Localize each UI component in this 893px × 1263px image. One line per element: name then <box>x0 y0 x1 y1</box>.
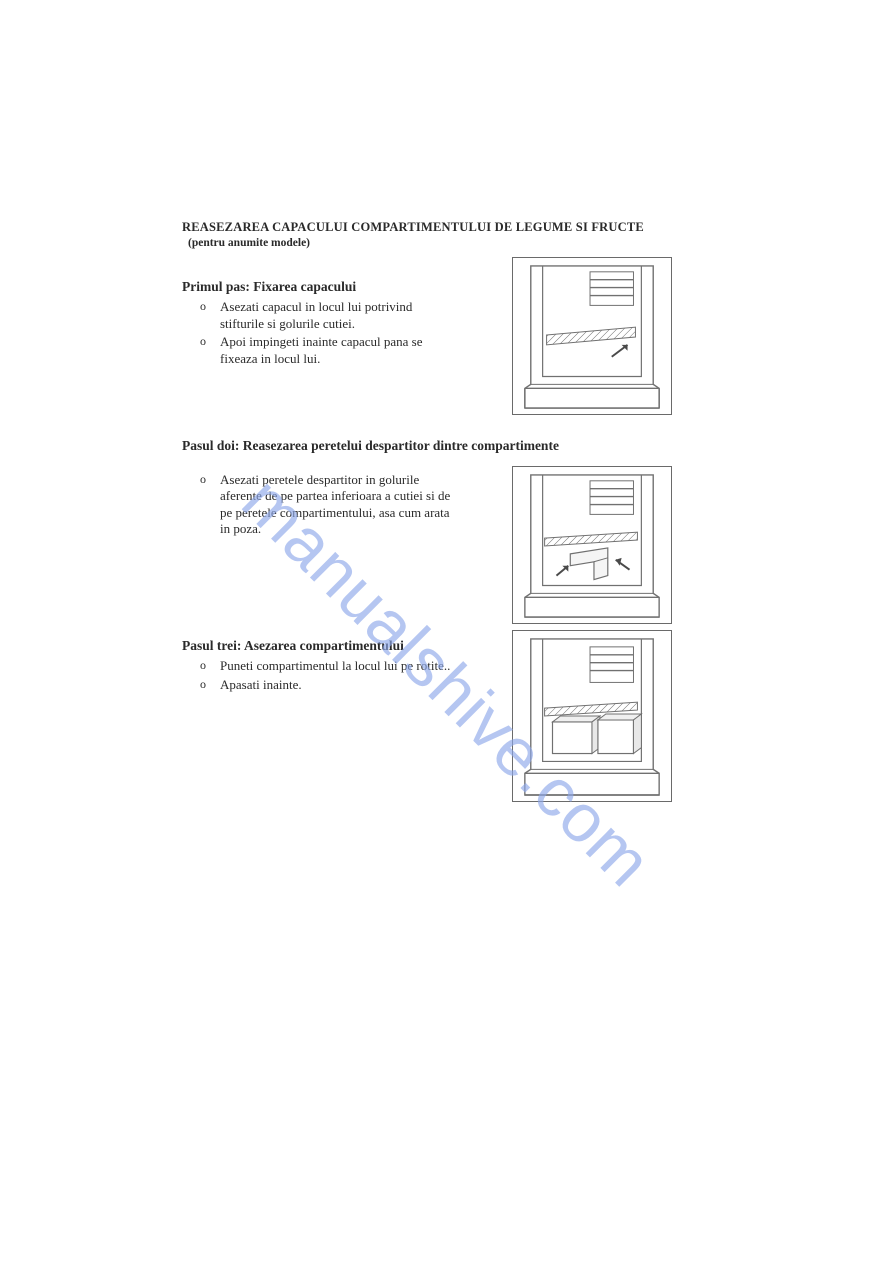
manual-page: REASEZAREA CAPACULUI COMPARTIMENTULUI DE… <box>182 220 722 695</box>
step-2: Pasul doi: Reasezarea peretelui desparti… <box>182 438 722 539</box>
list-item: Asezati capacul in locul lui potrivind s… <box>220 299 452 332</box>
page-title: REASEZAREA CAPACULUI COMPARTIMENTULUI DE… <box>182 220 722 235</box>
step-3: Pasul trei: Asezarea compartimentului Pu… <box>182 638 722 693</box>
step-2-heading: Pasul doi: Reasezarea peretelui desparti… <box>182 438 722 454</box>
step-2-figure <box>512 466 672 624</box>
list-item: Asezati peretele despartitor in golurile… <box>220 472 452 539</box>
fridge-divider-icon <box>513 467 671 623</box>
list-item: Puneti compartimentul la locul lui pe ro… <box>220 658 452 675</box>
step-3-figure <box>512 630 672 802</box>
fridge-drawer-icon <box>513 631 671 801</box>
fridge-shelf-icon <box>513 258 671 414</box>
step-3-body: Puneti compartimentul la locul lui pe ro… <box>182 658 452 693</box>
list-item: Apoi impingeti inainte capacul pana se f… <box>220 334 452 367</box>
page-subtitle: (pentru anumite modele) <box>188 237 722 249</box>
step-1: Primul pas: Fixarea capacului Asezati ca… <box>182 279 722 368</box>
step-2-body: Asezati peretele despartitor in golurile… <box>182 472 452 539</box>
step-1-figure <box>512 257 672 415</box>
step-1-body: Asezati capacul in locul lui potrivind s… <box>182 299 452 368</box>
list-item: Apasati inainte. <box>220 677 452 694</box>
